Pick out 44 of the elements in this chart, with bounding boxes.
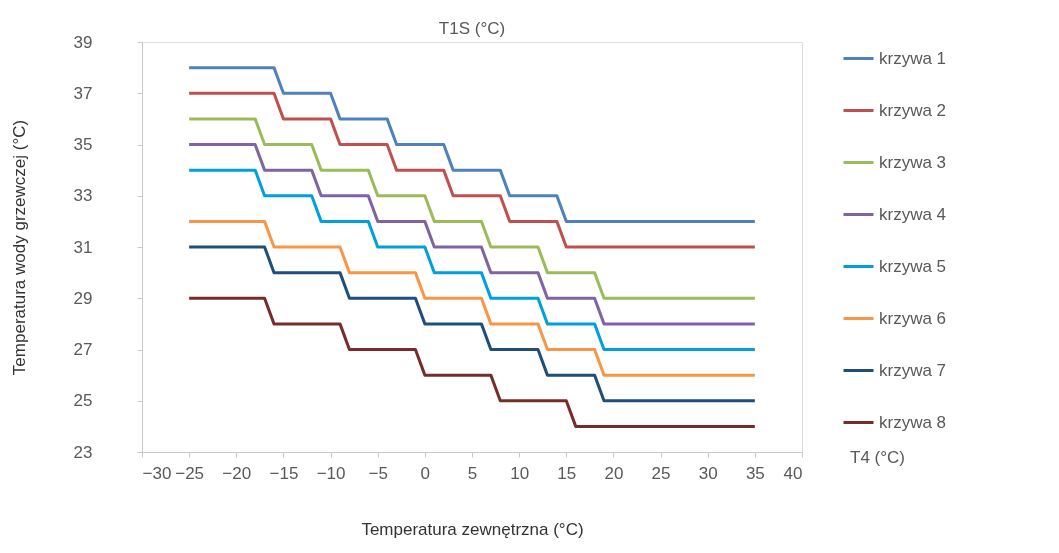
x-tick-label: 0: [420, 463, 431, 483]
x-tick-label: 10: [510, 463, 530, 483]
line-series: [187, 296, 757, 428]
x-tick-label: 15: [557, 463, 577, 483]
y-tick-label: 31: [73, 237, 93, 257]
y-tick-label: 39: [73, 32, 93, 52]
y-tick-label: 23: [73, 442, 93, 462]
x-tick-label: 25: [651, 463, 671, 483]
y-tick-label: 37: [73, 83, 93, 103]
line-series: [187, 245, 757, 403]
line-series: [187, 168, 757, 351]
x-tick-label: 40: [783, 463, 803, 483]
legend-label: krzywa 1: [879, 48, 947, 68]
x-tick-label: 35: [745, 463, 765, 483]
legend-label: krzywa 2: [879, 100, 947, 120]
x-tick-label: 20: [604, 463, 624, 483]
legend-label: krzywa 3: [879, 152, 947, 172]
y-axis-title: Temperatura wody grzewczej (°C): [9, 119, 29, 376]
y-tick-label: 29: [73, 288, 93, 308]
x-tick-label: −30: [142, 463, 172, 483]
x-tick-label: −25: [175, 463, 205, 483]
x-tick-label: −20: [222, 463, 252, 483]
line-series: [187, 66, 757, 223]
x-tick-label: −5: [368, 463, 388, 483]
legend-label: krzywa 5: [879, 256, 947, 276]
x-tick-label: −15: [269, 463, 299, 483]
x-axis-title: Temperatura zewnętrzna (°C): [361, 519, 584, 539]
x-tick-label: 5: [467, 463, 478, 483]
y-tick-label: 35: [73, 135, 93, 154]
legend-label: krzywa 7: [879, 360, 947, 380]
y-tick-label: 33: [73, 186, 93, 206]
legend-label: krzywa 6: [879, 308, 947, 328]
line-series: [187, 143, 757, 326]
x-tick-label: 30: [698, 463, 718, 483]
legend-label: krzywa 4: [879, 204, 947, 224]
line-series: [187, 91, 757, 249]
y-tick-label: 25: [73, 391, 93, 411]
line-series: [187, 117, 757, 300]
text: T4 (°C): [850, 448, 905, 467]
y-tick-label: 27: [73, 340, 93, 359]
x-tick-label: −10: [316, 463, 346, 483]
chart-title: T1S (°C): [438, 19, 506, 38]
line-series: [187, 219, 757, 377]
legend-label: krzywa 8: [879, 412, 947, 432]
